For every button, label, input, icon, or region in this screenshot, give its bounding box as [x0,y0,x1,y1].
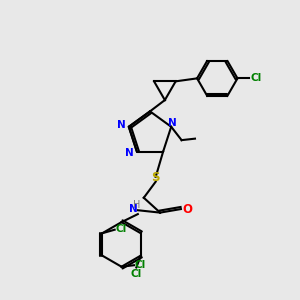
Text: Cl: Cl [135,260,146,270]
Text: S: S [152,171,160,184]
Text: H: H [133,200,140,210]
Text: Cl: Cl [131,269,142,279]
Text: O: O [182,202,193,216]
Text: N: N [129,204,138,214]
Text: Cl: Cl [250,74,262,83]
Text: N: N [117,120,126,130]
Text: N: N [168,118,177,128]
Text: Cl: Cl [116,224,127,234]
Text: N: N [125,148,134,158]
